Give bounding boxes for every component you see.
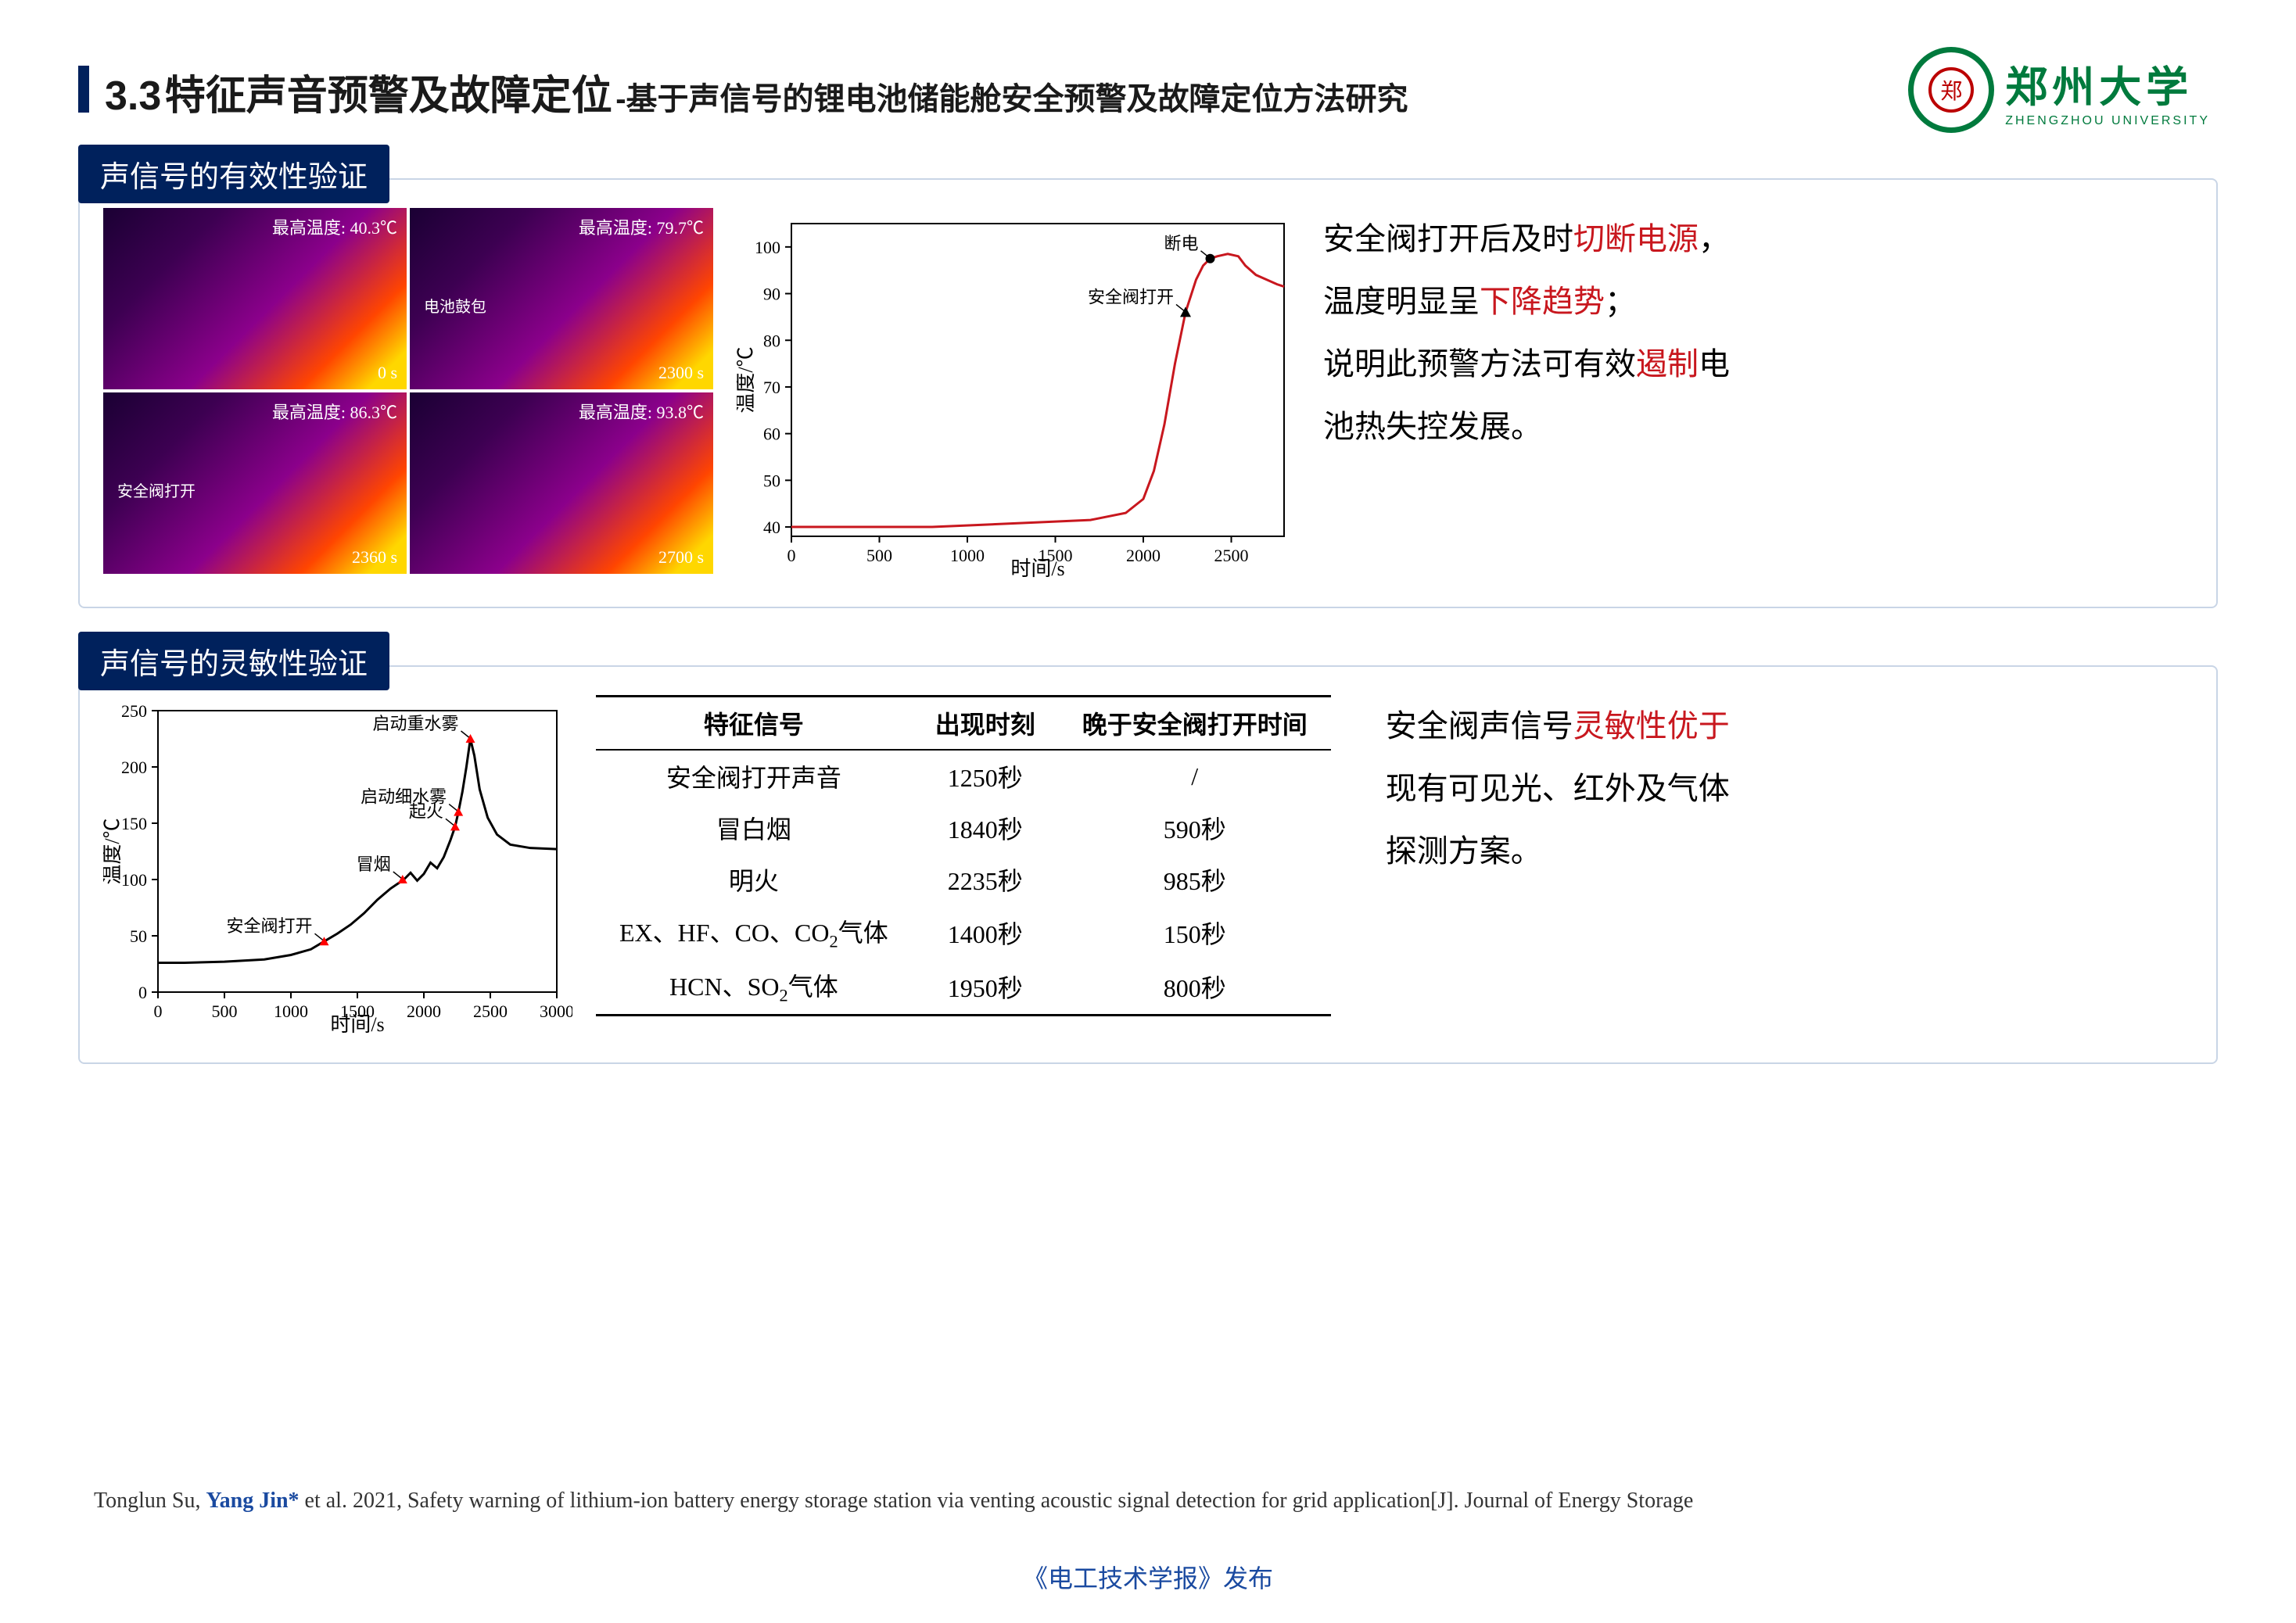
table-cell: / — [1059, 750, 1331, 802]
table-cell: 1250秒 — [912, 750, 1059, 802]
thermal-image: 最高温度: 40.3℃ 0 s — [103, 208, 407, 389]
title-sub: -基于声信号的锂电池储能舱安全预警及故障定位方法研究 — [615, 82, 1408, 116]
thermal-annotation: 电池鼓包 — [424, 294, 486, 317]
svg-text:2000: 2000 — [407, 1001, 441, 1021]
thermal-image: 最高温度: 86.3℃ 2360 s 安全阀打开 — [103, 392, 407, 574]
svg-text:50: 50 — [763, 471, 780, 490]
svg-text:500: 500 — [212, 1001, 238, 1021]
svg-text:安全阀打开: 安全阀打开 — [1088, 287, 1174, 306]
panel1-label: 声信号的有效性验证 — [78, 145, 389, 203]
svg-text:40: 40 — [763, 518, 780, 537]
citation-prefix: Tonglun Su, — [94, 1489, 206, 1513]
panel2-description: 安全阀声信号灵敏性优于现有可见光、红外及气体探测方案。 — [1354, 695, 2193, 883]
svg-text:80: 80 — [763, 331, 780, 350]
section-number: 3.3 — [105, 73, 161, 119]
table-header: 出现时刻 — [912, 697, 1059, 751]
svg-text:3000: 3000 — [540, 1001, 572, 1021]
table-cell: 1400秒 — [912, 905, 1059, 959]
timestamp-label: 0 s — [378, 363, 397, 383]
timestamp-label: 2700 s — [658, 547, 704, 568]
thermal-annotation: 安全阀打开 — [117, 478, 196, 501]
svg-text:时间/s: 时间/s — [330, 1013, 384, 1036]
table-cell: 1840秒 — [912, 802, 1059, 854]
timestamp-label: 2360 s — [352, 547, 397, 568]
temperature-chart-1: 05001000150020002500405060708090100时间/s温… — [737, 208, 1300, 583]
footer: 《电工技术学报》发布 — [0, 1559, 2296, 1595]
svg-text:冒烟: 冒烟 — [357, 854, 391, 874]
table-cell: 150秒 — [1059, 905, 1331, 959]
table-cell: 2235秒 — [912, 854, 1059, 905]
svg-text:200: 200 — [121, 758, 147, 777]
table-cell: 明火 — [596, 854, 912, 905]
citation-author: Yang Jin* — [206, 1489, 300, 1513]
panel2-label: 声信号的灵敏性验证 — [78, 632, 389, 690]
slide-title: 3.3 特征声音预警及故障定位 -基于声信号的锂电池储能舱安全预警及故障定位方法… — [78, 63, 2218, 121]
table-cell: 冒白烟 — [596, 802, 912, 854]
svg-text:1000: 1000 — [950, 546, 985, 565]
university-name-en: ZHENGZHOU UNIVERSITY — [2005, 114, 2210, 128]
svg-text:70: 70 — [763, 378, 780, 397]
table-header: 晚于安全阀打开时间 — [1059, 697, 1331, 751]
max-temp-label: 最高温度: 86.3℃ — [272, 399, 397, 424]
table-cell: HCN、SO2气体 — [596, 959, 912, 1015]
svg-text:150: 150 — [121, 814, 147, 833]
svg-text:250: 250 — [121, 701, 147, 721]
university-name-cn: 郑州大学 — [2005, 52, 2210, 114]
title-accent-bar — [78, 66, 89, 113]
citation: Tonglun Su, Yang Jin* et al. 2021, Safet… — [94, 1489, 2202, 1514]
svg-text:启动重水雾: 启动重水雾 — [372, 714, 458, 733]
svg-text:100: 100 — [755, 238, 780, 257]
svg-text:温度/℃: 温度/℃ — [737, 346, 757, 413]
table-cell: 安全阀打开声音 — [596, 750, 912, 802]
svg-text:2000: 2000 — [1126, 546, 1161, 565]
panel1-description: 安全阀打开后及时切断电源，温度明显呈下降趋势；说明此预警方法可有效遏制电池热失控… — [1323, 208, 2193, 458]
svg-text:断电: 断电 — [1164, 234, 1198, 253]
title-main: 特征声音预警及故障定位 — [165, 73, 612, 119]
svg-text:0: 0 — [154, 1001, 163, 1021]
svg-text:90: 90 — [763, 285, 780, 304]
citation-suffix: et al. 2021, Safety warning of lithium-i… — [300, 1489, 1694, 1513]
svg-text:500: 500 — [866, 546, 892, 565]
svg-text:100: 100 — [121, 870, 147, 890]
svg-text:温度/℃: 温度/℃ — [103, 818, 124, 884]
temperature-chart-2: 050010001500200025003000050100150200250时… — [103, 695, 572, 1039]
max-temp-label: 最高温度: 79.7℃ — [579, 214, 704, 239]
thermal-image-grid: 最高温度: 40.3℃ 0 s 最高温度: 79.7℃ 2300 s 电池鼓包最… — [103, 208, 713, 574]
thermal-image: 最高温度: 79.7℃ 2300 s 电池鼓包 — [410, 208, 713, 389]
panel-sensitivity: 声信号的灵敏性验证 050010001500200025003000050100… — [78, 632, 2218, 1064]
signal-comparison-table: 特征信号出现时刻晚于安全阀打开时间安全阀打开声音1250秒/ 冒白烟1840秒59… — [596, 695, 1331, 1016]
table-cell: 800秒 — [1059, 959, 1331, 1015]
svg-text:启动细水雾: 启动细水雾 — [361, 787, 447, 807]
svg-text:2500: 2500 — [1214, 546, 1249, 565]
table-header: 特征信号 — [596, 697, 912, 751]
max-temp-label: 最高温度: 93.8℃ — [579, 399, 704, 424]
thermal-image: 最高温度: 93.8℃ 2700 s — [410, 392, 713, 574]
university-logo: 郑 郑州大学 ZHENGZHOU UNIVERSITY — [1908, 47, 2210, 133]
svg-text:0: 0 — [138, 983, 147, 1002]
svg-text:0: 0 — [787, 546, 796, 565]
logo-seal-icon: 郑 — [1908, 47, 1994, 133]
table-cell: 590秒 — [1059, 802, 1331, 854]
timestamp-label: 2300 s — [658, 363, 704, 383]
panel-validity: 声信号的有效性验证 最高温度: 40.3℃ 0 s 最高温度: 79.7℃ 23… — [78, 145, 2218, 608]
table-cell: 985秒 — [1059, 854, 1331, 905]
svg-text:安全阀打开: 安全阀打开 — [226, 916, 312, 936]
svg-text:1000: 1000 — [274, 1001, 308, 1021]
table-cell: EX、HF、CO、CO2气体 — [596, 905, 912, 959]
svg-text:2500: 2500 — [473, 1001, 508, 1021]
max-temp-label: 最高温度: 40.3℃ — [272, 214, 397, 239]
svg-text:时间/s: 时间/s — [1010, 557, 1064, 580]
svg-text:50: 50 — [130, 926, 147, 946]
svg-text:60: 60 — [763, 425, 780, 444]
table-cell: 1950秒 — [912, 959, 1059, 1015]
